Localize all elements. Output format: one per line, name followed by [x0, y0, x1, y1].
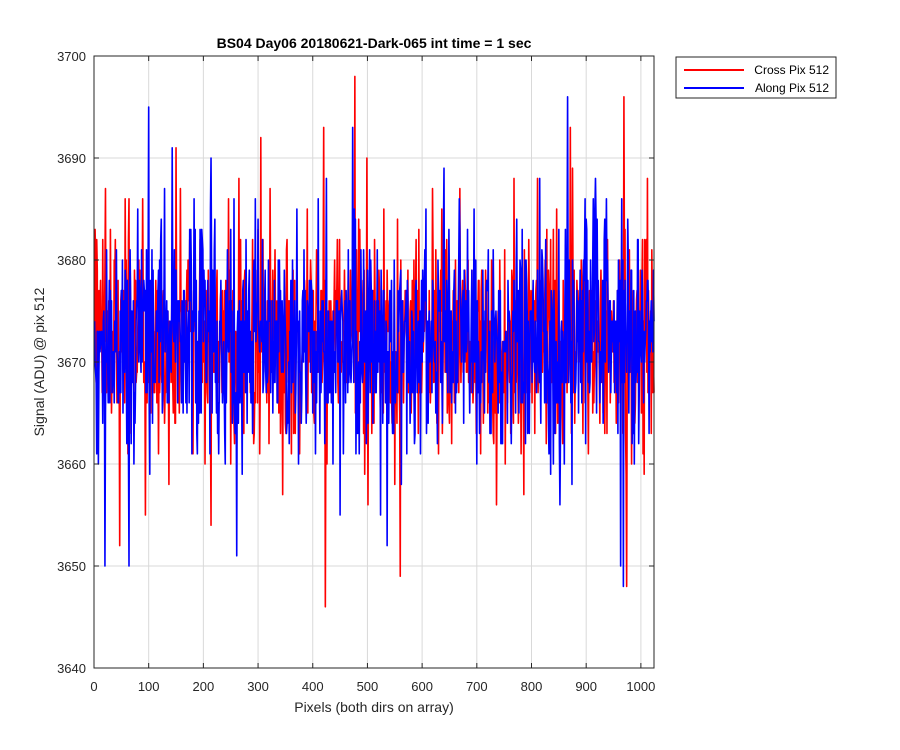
- y-tick-label: 3670: [57, 355, 86, 370]
- x-tick-label: 0: [90, 679, 97, 694]
- x-tick-label: 1000: [626, 679, 655, 694]
- legend-box: [675, 56, 837, 99]
- legend[interactable]: Cross Pix 512 Along Pix 512: [675, 56, 837, 99]
- x-tick-label: 400: [302, 679, 324, 694]
- ticks: 0 100 200 300 400 500 600 700 800 900 1000 3640 3650…: [57, 49, 655, 694]
- legend-label-along: Along Pix 512: [755, 81, 829, 95]
- series-line-1: [93, 96, 655, 588]
- x-tick-label: 800: [521, 679, 543, 694]
- x-tick-label: 500: [357, 679, 379, 694]
- series-layer: [93, 75, 655, 608]
- y-tick-label: 3640: [57, 661, 86, 676]
- x-tick-label: 200: [193, 679, 215, 694]
- x-axis-label: Pixels (both dirs on array): [294, 699, 454, 715]
- y-tick-label: 3680: [57, 253, 86, 268]
- y-axis-label: Signal (ADU) @ pix 512: [31, 287, 47, 436]
- x-tick-label: 900: [575, 679, 597, 694]
- legend-label-cross: Cross Pix 512: [754, 63, 829, 77]
- y-tick-label: 3650: [57, 559, 86, 574]
- y-tick-label: 3700: [57, 49, 86, 64]
- y-tick-label: 3690: [57, 151, 86, 166]
- x-tick-label: 300: [247, 679, 269, 694]
- x-tick-label: 700: [466, 679, 488, 694]
- y-tick-label: 3660: [57, 457, 86, 472]
- chart-title: BS04 Day06 20180621-Dark-065 int time = …: [217, 35, 532, 51]
- x-tick-label: 100: [138, 679, 160, 694]
- x-tick-label: 600: [411, 679, 433, 694]
